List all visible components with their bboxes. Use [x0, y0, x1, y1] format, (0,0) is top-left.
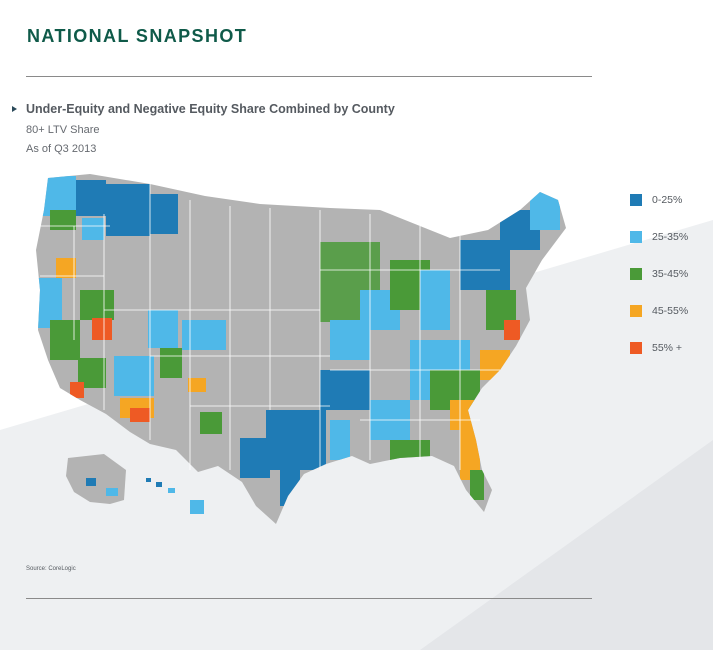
legend-label: 35-45%: [652, 268, 689, 280]
page-title: NATIONAL SNAPSHOT: [27, 26, 248, 46]
legend-swatch: [630, 342, 642, 354]
county-patches: [38, 176, 560, 506]
legend-label: 45-55%: [652, 305, 689, 317]
bullet-arrow-icon: [12, 106, 17, 112]
legend-swatch: [630, 231, 642, 243]
header-divider: [26, 76, 592, 77]
legend-swatch: [630, 194, 642, 206]
legend-swatch: [630, 268, 642, 280]
legend-swatch: [630, 305, 642, 317]
map-subtitle-date: As of Q3 2013: [26, 143, 97, 155]
legend-label: 55% +: [652, 342, 683, 354]
footer-divider: [26, 598, 592, 599]
hawaii-islands: [146, 478, 204, 514]
legend-label: 0-25%: [652, 194, 683, 206]
map-title: Under-Equity and Negative Equity Share C…: [26, 102, 395, 116]
legend-label: 25-35%: [652, 231, 689, 243]
source-note: Source: CoreLogic: [26, 566, 76, 572]
state-borders: [40, 184, 500, 470]
us-county-map: [36, 174, 566, 524]
map-subtitle-ltv: 80+ LTV Share: [26, 124, 100, 136]
lower48-outline: [36, 174, 566, 524]
